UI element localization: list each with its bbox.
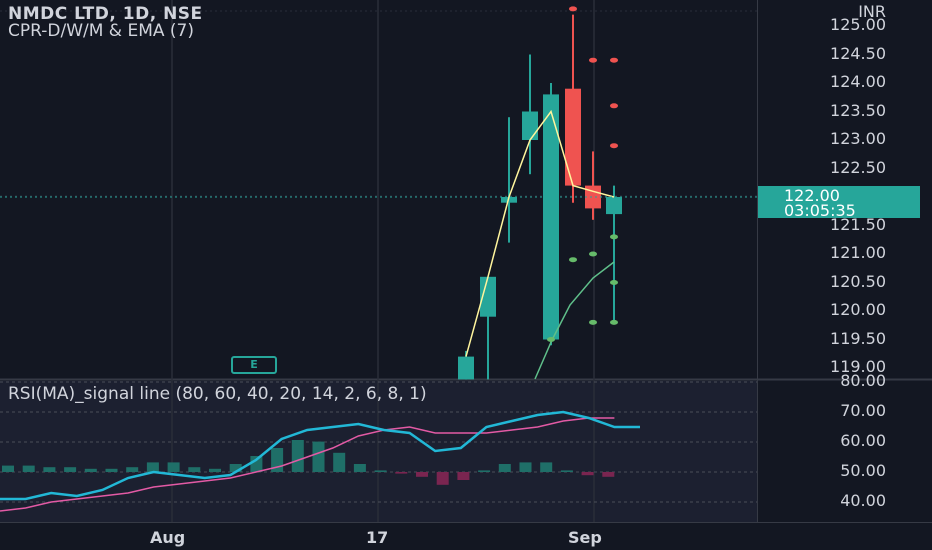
rsi-legend[interactable]: RSI(MA)_signal line (80, 60, 40, 20, 14,… (8, 384, 427, 404)
rsi-histogram-bar (64, 467, 77, 472)
countdown-timer: 03:05:35 (784, 201, 856, 220)
currency-label: INR (858, 2, 886, 21)
rsi-histogram-bar (167, 462, 180, 472)
pivot-dot-green (610, 319, 618, 325)
earnings-event-marker[interactable]: E (231, 356, 277, 374)
price-tick-label: 120.00 (830, 300, 886, 319)
price-tick-label: 124.50 (830, 43, 886, 63)
pivot-dot-red (610, 57, 618, 63)
price-tick-label: 119.00 (830, 357, 886, 376)
price-tick-label: 123.50 (830, 100, 886, 120)
rsi-histogram-bar (519, 462, 532, 472)
price-tick-label: 121.00 (830, 243, 886, 262)
rsi-line (0, 410, 640, 501)
rsi-histogram-bar (84, 468, 97, 472)
rsi-histogram-bar (229, 464, 242, 472)
pivot-dot-red (610, 103, 618, 109)
price-tick-label: 124.00 (830, 72, 886, 91)
rsi-histogram-bar (540, 462, 553, 472)
rsi-tick-label: 70.00 (840, 401, 886, 420)
rsi-histogram-bar (2, 465, 14, 472)
pivot-dot-red (589, 57, 597, 63)
price-tick-label: 122.50 (830, 157, 886, 177)
rsi-ma-line (0, 417, 615, 512)
price-tick-label: 121.50 (830, 214, 886, 234)
rsi-histogram-bar (416, 472, 428, 477)
rsi-histogram-bar (22, 465, 35, 472)
pivot-dot-green (547, 337, 555, 342)
pivot-dot-red (569, 6, 577, 12)
rsi-histogram-bar (395, 472, 408, 474)
rsi-histogram-bar (457, 472, 470, 480)
candle-body (543, 94, 559, 340)
last-price-tag: 122.00 03:05:35 (758, 186, 920, 220)
rsi-histogram-bar (209, 468, 221, 472)
rsi-tick-label: 60.00 (840, 431, 886, 450)
rsi-histogram-bar (146, 462, 159, 472)
candle-body (565, 88, 581, 186)
rsi-histogram-bar (581, 472, 594, 476)
candle-body (480, 276, 496, 317)
rsi-tick-label: 40.00 (840, 491, 886, 510)
candle-body (585, 185, 601, 209)
time-tick-label: 17 (366, 528, 389, 547)
rsi-histogram-bar (333, 452, 346, 472)
rsi-histogram-bar (126, 467, 139, 472)
pivot-dot-green (610, 280, 618, 285)
rsi-histogram-bar (602, 472, 615, 477)
rsi-histogram-bar (250, 456, 263, 472)
pivot-dot-red (610, 143, 618, 149)
rsi-histogram-bar (105, 468, 118, 472)
price-tick-label: 125.00 (830, 15, 886, 34)
rsi-histogram-bar (312, 441, 325, 472)
pivot-dot-green (569, 257, 577, 263)
rsi-tick-label: 80.00 (840, 371, 886, 390)
ema-line (465, 109, 615, 357)
last-price-value: 122.00 (784, 186, 840, 205)
candle-body (606, 197, 622, 215)
price-tick-label: 119.50 (830, 328, 886, 348)
candle-body (458, 356, 474, 380)
rsi-histogram-bar (436, 472, 449, 485)
pivot-dot-green (610, 234, 618, 240)
rsi-histogram-bar (498, 464, 511, 472)
pivot-dot-green (589, 251, 597, 257)
price-tick-label: 120.50 (830, 271, 886, 291)
rsi-tick-label: 50.00 (840, 461, 886, 480)
rsi-histogram-bar (353, 464, 366, 472)
indicator-legend[interactable]: CPR-D/W/M & EMA (7) (8, 21, 194, 41)
weekly-ema-line (534, 261, 615, 380)
time-tick-label: Sep (568, 528, 602, 547)
price-tick-label: 123.00 (830, 129, 886, 148)
symbol-title[interactable]: NMDC LTD, 1D, NSE (8, 4, 203, 24)
rsi-histogram-bar (560, 470, 573, 472)
rsi-histogram-bar (291, 440, 304, 472)
rsi-histogram-bar (478, 470, 491, 472)
candle-body (522, 111, 538, 140)
rsi-histogram-bar (188, 467, 201, 472)
rsi-histogram-bar (374, 470, 387, 472)
time-tick-label: Aug (150, 528, 186, 547)
pivot-dot-green (589, 319, 597, 325)
rsi-histogram-bar (43, 467, 56, 472)
